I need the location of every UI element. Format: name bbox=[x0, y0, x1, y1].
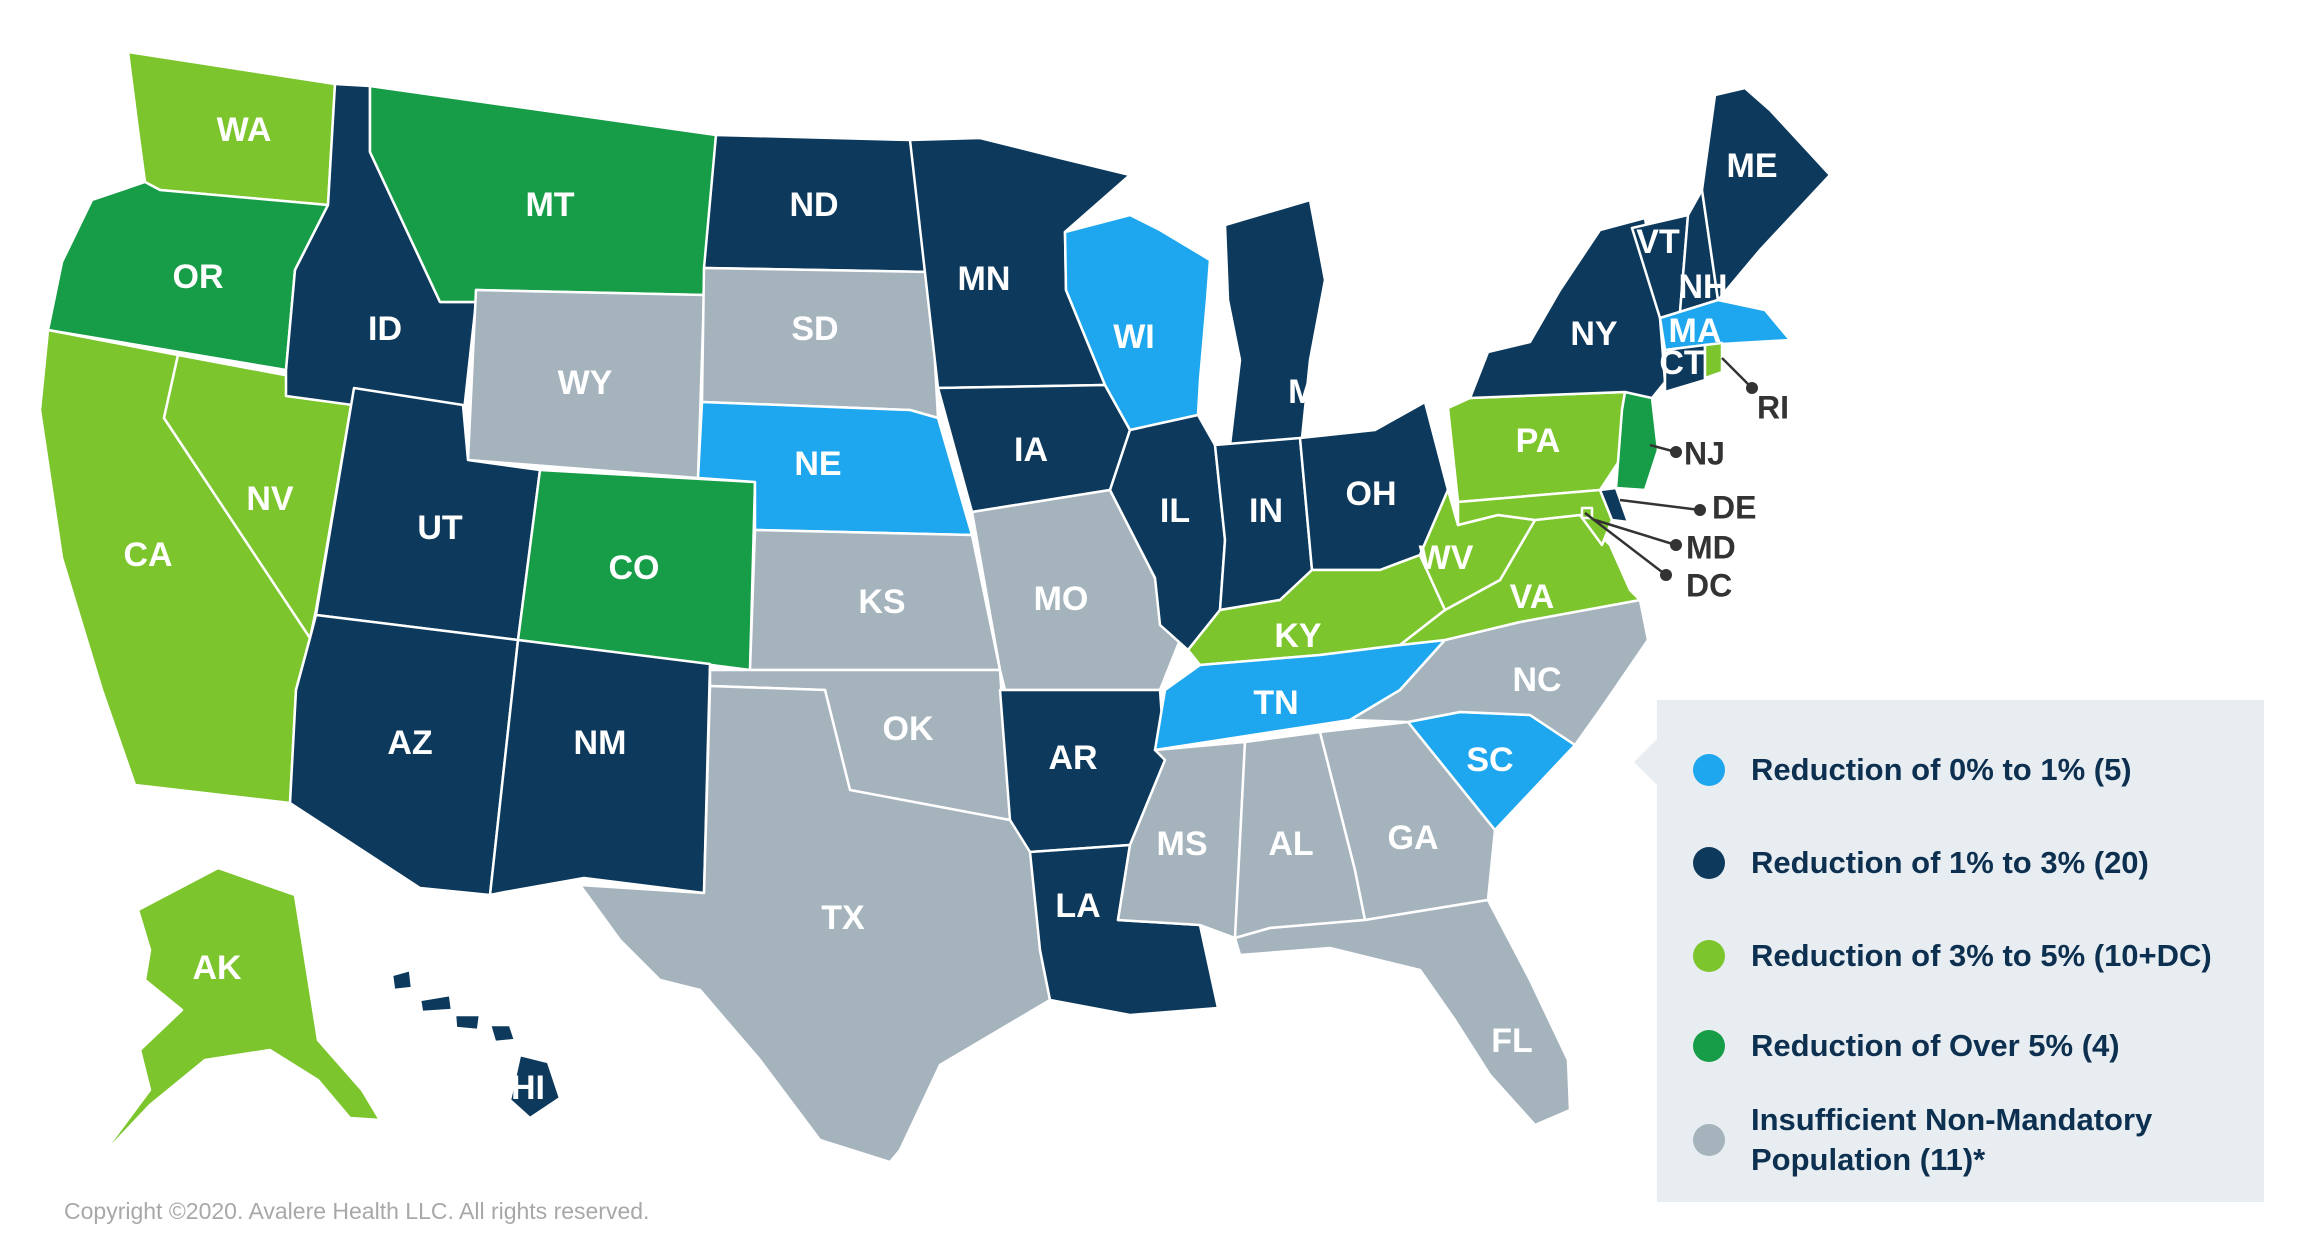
legend-pointer bbox=[1634, 738, 1658, 786]
label-md: MD bbox=[1686, 529, 1736, 565]
label-hi: HI bbox=[511, 1069, 545, 1107]
state-ak[interactable] bbox=[96, 866, 382, 1162]
legend-item-r0-1: Reduction of 0% to 1% (5) bbox=[1693, 750, 2132, 790]
label-ma: MA bbox=[1669, 312, 1722, 350]
label-ia: IA bbox=[1014, 431, 1048, 469]
leader-dot-de bbox=[1694, 504, 1706, 516]
label-ne: NE bbox=[794, 445, 841, 483]
label-sd: SD bbox=[791, 310, 838, 348]
legend-item-r3-5: Reduction of 3% to 5% (10+DC) bbox=[1693, 936, 2212, 976]
legend-swatch-over5 bbox=[1693, 1030, 1725, 1062]
label-mn: MN bbox=[958, 260, 1011, 298]
legend-swatch-r0-1 bbox=[1693, 754, 1725, 786]
label-mo: MO bbox=[1034, 580, 1089, 618]
state-ny[interactable] bbox=[1468, 216, 1667, 400]
label-dc: DC bbox=[1686, 567, 1732, 603]
leader-md bbox=[1594, 518, 1677, 547]
state-nm[interactable] bbox=[488, 638, 712, 897]
leader-dot-dc bbox=[1660, 569, 1672, 581]
legend-label-r3-5: Reduction of 3% to 5% (10+DC) bbox=[1751, 938, 2212, 973]
label-in: IN bbox=[1249, 492, 1283, 530]
label-co: CO bbox=[609, 549, 660, 587]
state-tx[interactable] bbox=[578, 684, 1052, 1164]
label-ut: UT bbox=[417, 509, 463, 547]
leader-de bbox=[1619, 498, 1701, 512]
label-tn: TN bbox=[1253, 684, 1298, 722]
state-nj[interactable] bbox=[1614, 390, 1660, 492]
label-ca: CA bbox=[123, 536, 172, 574]
leader-dot-ri bbox=[1746, 382, 1758, 394]
leader-ri bbox=[1721, 357, 1753, 389]
label-nm: NM bbox=[574, 724, 627, 762]
label-ky: KY bbox=[1274, 617, 1322, 655]
label-nc: NC bbox=[1512, 661, 1561, 699]
legend-swatch-r3-5 bbox=[1693, 940, 1725, 972]
state-ri[interactable] bbox=[1703, 341, 1724, 380]
legend-swatch-r1-3 bbox=[1693, 847, 1725, 879]
label-ga: GA bbox=[1388, 819, 1439, 857]
state-labels: WA OR CA NV ID MT WY UT AZ CO NM ND SD N… bbox=[123, 111, 1777, 1107]
label-nv: NV bbox=[246, 480, 294, 518]
label-ok: OK bbox=[883, 710, 934, 748]
label-ar: AR bbox=[1048, 739, 1097, 777]
state-hi[interactable] bbox=[390, 968, 562, 1120]
legend-swatch-insufficient bbox=[1693, 1124, 1725, 1156]
label-ms: MS bbox=[1157, 825, 1208, 863]
state-nc[interactable] bbox=[1348, 598, 1650, 747]
label-ct: CT bbox=[1659, 344, 1705, 382]
legend-label-r0-1: Reduction of 0% to 1% (5) bbox=[1751, 752, 2132, 787]
label-mt: MT bbox=[525, 186, 574, 224]
legend-item-r1-3: Reduction of 1% to 3% (20) bbox=[1693, 843, 2149, 883]
leader-dc bbox=[1584, 512, 1667, 576]
state-me[interactable] bbox=[1700, 86, 1832, 302]
label-az: AZ bbox=[387, 724, 432, 762]
label-wy: WY bbox=[558, 364, 613, 402]
label-vt: VT bbox=[1636, 223, 1680, 261]
label-ks: KS bbox=[858, 583, 905, 621]
label-ak: AK bbox=[192, 949, 242, 987]
leader-dot-nj bbox=[1670, 446, 1682, 458]
label-al: AL bbox=[1268, 825, 1313, 863]
label-wv: WV bbox=[1419, 539, 1474, 577]
legend-label-r1-3: Reduction of 1% to 3% (20) bbox=[1751, 845, 2149, 880]
legend-label-over5: Reduction of Over 5% (4) bbox=[1751, 1028, 2120, 1063]
label-mi: MI bbox=[1288, 373, 1326, 411]
label-la: LA bbox=[1055, 887, 1100, 925]
legend: Reduction of 0% to 1% (5) Reduction of 1… bbox=[1657, 700, 2264, 1202]
label-va: VA bbox=[1510, 578, 1555, 616]
label-wi: WI bbox=[1113, 318, 1155, 356]
label-or: OR bbox=[173, 258, 224, 296]
label-fl: FL bbox=[1491, 1022, 1533, 1060]
label-me: ME bbox=[1727, 147, 1778, 185]
legend-label-insufficient: Insufficient Non-Mandatory Population (1… bbox=[1751, 1102, 2153, 1177]
label-nh: NH bbox=[1678, 268, 1727, 306]
label-pa: PA bbox=[1516, 422, 1561, 460]
label-ny: NY bbox=[1570, 315, 1618, 353]
legend-item-insufficient: Insufficient Non-Mandatory Population (1… bbox=[1693, 1100, 2152, 1180]
leader-dot-md bbox=[1670, 539, 1682, 551]
state-de[interactable] bbox=[1598, 486, 1630, 524]
copyright-notice: Copyright ©2020. Avalere Health LLC. All… bbox=[64, 1198, 650, 1224]
label-nd: ND bbox=[789, 186, 838, 224]
state-wi[interactable] bbox=[1063, 213, 1212, 432]
label-ri: RI bbox=[1757, 389, 1789, 425]
label-tx: TX bbox=[821, 899, 865, 937]
label-oh: OH bbox=[1346, 475, 1397, 513]
label-sc: SC bbox=[1466, 741, 1513, 779]
label-wa: WA bbox=[217, 111, 272, 149]
label-de: DE bbox=[1712, 489, 1756, 525]
label-il: IL bbox=[1160, 492, 1190, 530]
legend-item-over5: Reduction of Over 5% (4) bbox=[1693, 1026, 2120, 1066]
label-id: ID bbox=[368, 310, 402, 348]
state-fl[interactable] bbox=[1233, 898, 1572, 1127]
state-ct[interactable] bbox=[1663, 343, 1707, 394]
label-nj: NJ bbox=[1684, 435, 1725, 471]
small-state-callouts: RI NJ DE MD DC bbox=[1584, 357, 1789, 603]
